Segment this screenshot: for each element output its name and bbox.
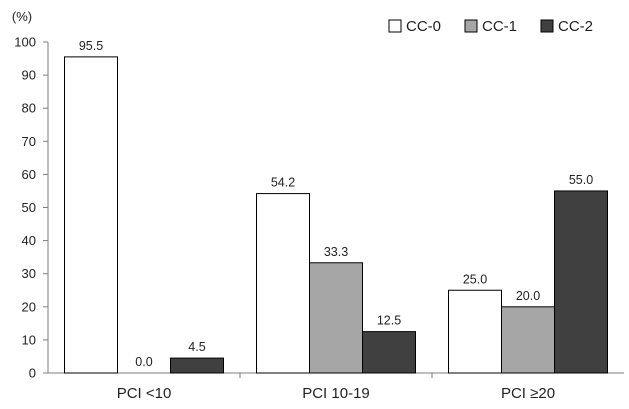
legend-label: CC-1 [482, 18, 517, 35]
data-label: 12.5 [377, 314, 401, 328]
legend-label: CC-0 [406, 18, 441, 35]
bar [256, 193, 310, 374]
bar [554, 190, 608, 374]
data-label: 54.2 [271, 176, 295, 190]
x-category-label: PCI 10-19 [302, 385, 370, 402]
data-label: 0.0 [135, 355, 152, 369]
y-tick-label: 80 [22, 101, 36, 116]
y-tick-label: 70 [22, 134, 36, 149]
data-label: 55.0 [569, 173, 593, 187]
legend-swatch [540, 19, 554, 33]
legend-label: CC-2 [558, 18, 593, 35]
y-tick-label: 40 [22, 233, 36, 248]
y-unit-label: (%) [12, 9, 32, 24]
y-tick-label: 60 [22, 167, 36, 182]
axes: 0 10 20 30 40 50 60 70 80 90 100 PCI <10 PCI 10-19 PC… [14, 35, 624, 402]
data-label: 4.5 [188, 340, 205, 354]
bar [448, 289, 502, 374]
bar [501, 306, 555, 374]
data-label: 95.5 [79, 39, 103, 53]
y-tick-label: 50 [22, 200, 36, 215]
x-category-label: PCI <10 [117, 385, 172, 402]
data-label: 25.0 [463, 272, 487, 286]
legend: CC-0 CC-1 CC-2 [388, 18, 593, 35]
bar [64, 56, 118, 374]
y-tick-label: 90 [22, 68, 36, 83]
legend-swatch [464, 19, 478, 33]
bar [309, 262, 363, 374]
data-label: 33.3 [324, 245, 348, 259]
x-category-label: PCI ≥20 [501, 385, 555, 402]
y-tick-label: 100 [14, 35, 36, 50]
y-tick-label: 30 [22, 266, 36, 281]
legend-swatch [388, 19, 402, 33]
y-tick-label: 10 [22, 332, 36, 347]
data-label: 20.0 [516, 289, 540, 303]
y-tick-label: 0 [29, 366, 36, 381]
bar [170, 357, 224, 374]
bars: 95.5 0.0 4.5 54.2 33.3 12.5 25.0 20.0 55.0 [64, 39, 608, 374]
y-tick-label: 20 [22, 299, 36, 314]
bar [362, 331, 416, 374]
